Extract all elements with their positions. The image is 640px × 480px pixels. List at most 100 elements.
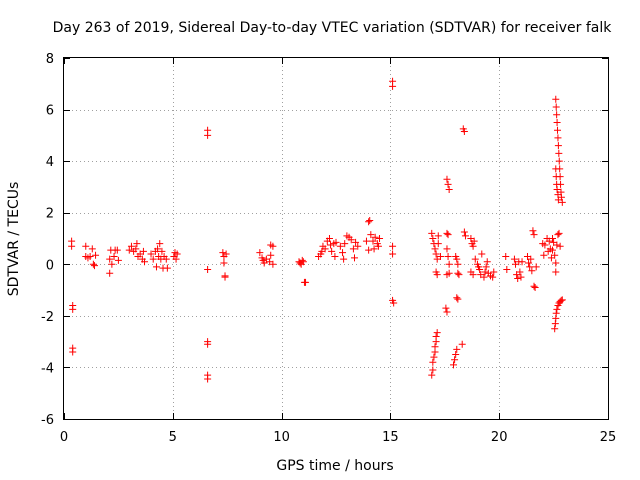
data-point <box>269 260 277 268</box>
data-point <box>302 278 310 286</box>
data-point <box>555 157 563 165</box>
data-point <box>430 353 438 361</box>
data-point <box>445 186 453 194</box>
data-point <box>444 180 452 188</box>
data-point <box>389 82 397 90</box>
data-point <box>478 250 486 258</box>
data-point <box>532 263 540 271</box>
data-point <box>434 240 442 248</box>
data-point <box>552 309 560 317</box>
data-point <box>554 231 562 239</box>
data-point <box>428 229 436 237</box>
data-point <box>443 308 451 316</box>
data-point <box>552 103 560 111</box>
data-point <box>551 251 559 259</box>
data-point <box>260 259 268 267</box>
data-point <box>526 263 534 271</box>
y-tick-label: 0 <box>46 258 54 273</box>
data-point <box>553 111 561 119</box>
data-point <box>530 282 538 290</box>
x-tick-label: 20 <box>491 430 508 445</box>
data-point <box>325 235 333 242</box>
data-point <box>453 345 461 353</box>
data-point <box>483 258 491 266</box>
data-point <box>256 249 264 257</box>
data-point <box>469 271 477 279</box>
x-tick-label: 15 <box>382 430 399 445</box>
data-point <box>518 258 526 266</box>
data-point <box>551 325 559 333</box>
data-point <box>444 253 452 261</box>
data-point <box>354 242 362 250</box>
data-point <box>163 264 171 272</box>
data-point <box>552 95 560 103</box>
data-point <box>429 366 437 374</box>
data-point <box>461 232 469 240</box>
data-point <box>267 251 275 259</box>
data-point <box>458 340 466 348</box>
data-point <box>549 246 557 254</box>
data-point <box>299 258 307 266</box>
x-tick-label: 5 <box>169 430 177 445</box>
data-point <box>141 258 149 266</box>
x-tick-label: 10 <box>273 430 290 445</box>
data-point <box>110 253 118 261</box>
data-point <box>436 253 444 261</box>
data-point <box>554 196 562 204</box>
data-point <box>460 127 468 135</box>
y-axis-label: SDTVAR / TECUs <box>6 182 22 297</box>
data-point <box>328 247 336 255</box>
data-point <box>90 262 98 270</box>
data-point <box>555 229 563 237</box>
data-point <box>531 283 539 291</box>
data-point <box>220 259 228 267</box>
data-point <box>502 253 510 261</box>
data-point <box>92 251 100 259</box>
data-point <box>444 231 452 239</box>
y-tick-label: 6 <box>46 104 54 119</box>
data-point <box>365 246 373 254</box>
y-tick-label: 2 <box>46 207 54 222</box>
y-tick-label: -4 <box>41 361 54 376</box>
data-point <box>481 268 489 276</box>
data-point <box>113 246 121 254</box>
data-point <box>443 229 451 237</box>
data-point <box>332 238 340 246</box>
data-point <box>540 251 548 259</box>
data-point <box>204 340 212 348</box>
data-point <box>454 260 462 268</box>
data-point <box>374 242 382 250</box>
data-point <box>68 242 76 250</box>
data-point <box>553 241 561 249</box>
data-point <box>362 237 370 245</box>
data-point <box>432 332 440 340</box>
data-point <box>460 228 468 236</box>
data-point <box>558 198 566 206</box>
data-point <box>552 268 560 276</box>
data-point <box>376 235 384 242</box>
data-points <box>68 77 566 383</box>
data-point <box>222 250 230 258</box>
data-point <box>443 175 451 183</box>
plot-frame <box>63 57 609 420</box>
data-point <box>554 126 562 134</box>
data-point <box>527 255 535 263</box>
data-point <box>349 245 357 253</box>
data-point <box>298 256 306 264</box>
data-point <box>139 247 147 255</box>
data-point <box>489 273 497 281</box>
data-point <box>369 237 377 245</box>
data-point <box>556 242 564 250</box>
data-point <box>366 216 374 224</box>
data-point <box>445 260 453 268</box>
y-tick-label: -6 <box>41 413 54 428</box>
data-point <box>470 237 478 245</box>
data-point <box>149 255 157 263</box>
data-point <box>434 232 442 240</box>
data-point <box>172 255 180 263</box>
data-point <box>530 231 538 239</box>
data-point <box>552 259 560 267</box>
data-point <box>114 256 122 264</box>
data-point <box>269 242 277 250</box>
